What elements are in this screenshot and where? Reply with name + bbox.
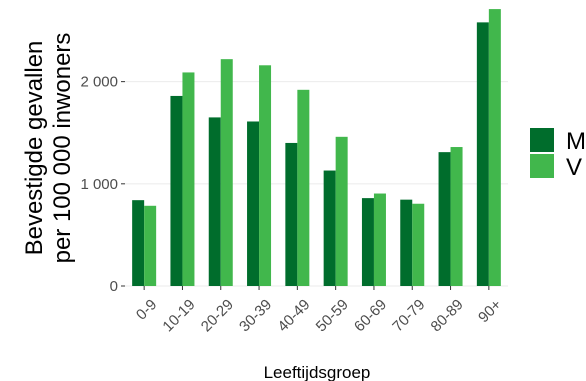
bar-v-70-79 [412, 203, 425, 286]
x-tick-label: 0-9 [133, 296, 160, 323]
x-tick-label: 20-29 [198, 296, 237, 335]
bar-m-0-9 [132, 200, 145, 286]
y-tick-label: 0 [110, 278, 118, 295]
x-tick-label: 60-69 [351, 296, 390, 335]
y-axis-title-line-1: Bevestigde gevallen [21, 41, 48, 256]
bar-m-30-39 [247, 121, 260, 286]
bar-v-50-59 [335, 136, 348, 286]
y-tick-label: 2 000 [80, 74, 118, 91]
bar-m-40-49 [285, 142, 298, 286]
x-tick-label: 50-59 [313, 296, 352, 335]
legend-key-m [530, 128, 554, 152]
legend-label-m: M [566, 128, 586, 155]
x-tick-label: 80-89 [428, 296, 467, 335]
x-tick-label: 30-39 [236, 296, 275, 335]
x-tick-label: 40-49 [274, 296, 313, 335]
y-axis-ticks: 0 1 000 2 000 [80, 74, 125, 295]
legend-label-v: V [566, 154, 582, 181]
bar-m-70-79 [400, 199, 413, 286]
x-axis-title: Leeftijdsgroep [264, 363, 371, 381]
bar-v-90+ [488, 9, 501, 286]
bar-m-60-69 [361, 198, 374, 286]
legend: MV [530, 128, 586, 181]
bar-m-10-19 [170, 95, 183, 286]
y-axis-title-line-2: per 100 000 inwoners [49, 33, 76, 264]
x-tick-label: 90+ [475, 296, 505, 326]
bar-v-40-49 [297, 89, 310, 286]
bar-v-0-9 [144, 205, 157, 286]
bar-v-10-19 [182, 72, 195, 286]
bar-v-60-69 [373, 193, 386, 286]
bar-m-80-89 [438, 152, 451, 286]
x-tick-label: 70-79 [389, 296, 428, 335]
legend-key-v [530, 154, 554, 178]
bar-v-80-89 [450, 147, 463, 286]
x-tick-label: 10-19 [159, 296, 198, 335]
y-tick-label: 1 000 [80, 176, 118, 193]
bar-v-30-39 [259, 65, 272, 287]
x-axis-ticks: 0-9 10-19 20-29 30-39 40-49 50-59 60-69 70-79 80… [133, 286, 505, 335]
bars [132, 9, 501, 287]
bar-v-20-29 [220, 59, 233, 286]
bar-m-20-29 [208, 117, 221, 287]
bar-m-50-59 [323, 170, 336, 286]
bar-m-90+ [476, 22, 489, 286]
